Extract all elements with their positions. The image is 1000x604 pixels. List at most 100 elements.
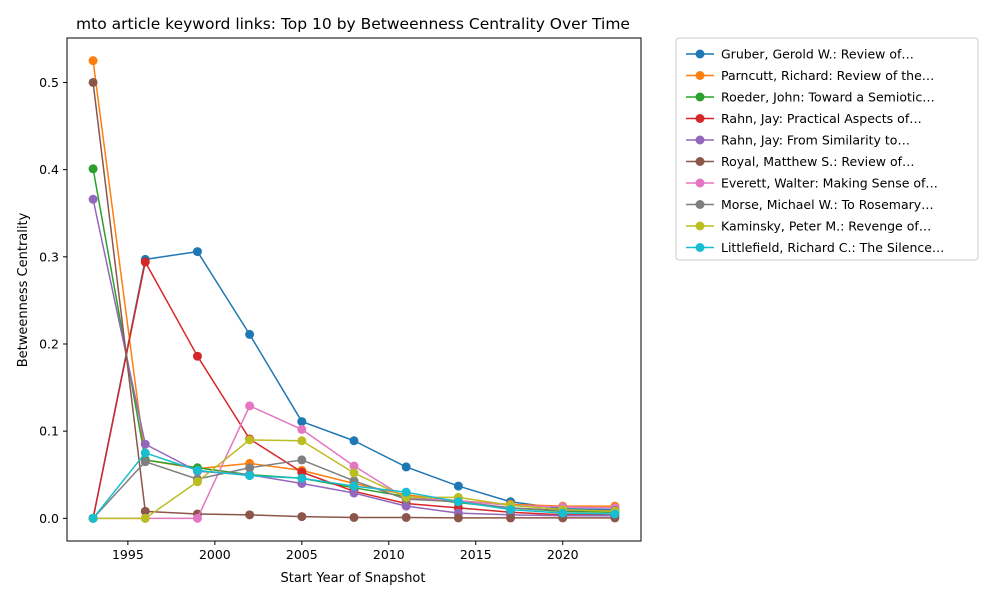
legend-swatch-marker [695, 178, 705, 188]
data-point [297, 455, 307, 465]
data-point [349, 436, 359, 446]
data-point [245, 463, 255, 473]
data-point [453, 497, 463, 507]
lines-layer [88, 56, 620, 523]
data-point [401, 512, 411, 522]
y-tick-label: 0.0 [39, 511, 59, 526]
data-point [88, 194, 98, 204]
data-point [558, 508, 568, 518]
y-tick-label: 0.5 [39, 75, 59, 90]
data-point [453, 481, 463, 491]
data-point [401, 487, 411, 497]
data-point [453, 513, 463, 523]
legend-label: Royal, Matthew S.: Review of… [721, 154, 915, 169]
data-point [192, 247, 202, 257]
y-axis-label: Betweenness Centrality [16, 212, 31, 367]
legend-swatch-marker [695, 157, 705, 166]
data-point [192, 513, 202, 523]
series-line [92, 168, 615, 513]
legend-swatch-marker [695, 49, 705, 59]
legend-item: Rahn, Jay: Practical Aspects of… [686, 111, 922, 126]
series-group [88, 448, 620, 523]
data-point [88, 56, 98, 66]
data-point [349, 512, 359, 522]
legend-label: Kaminsky, Peter M.: Revenge of… [721, 219, 931, 234]
data-point [88, 77, 98, 87]
data-point [506, 513, 516, 523]
data-point [140, 457, 150, 467]
legend-item: Royal, Matthew S.: Review of… [686, 154, 915, 169]
chart-title: mto article keyword links: Top 10 by Bet… [76, 15, 630, 33]
data-point [192, 477, 202, 487]
data-point [245, 329, 255, 339]
legend-item: Gruber, Gerold W.: Review of… [686, 47, 914, 62]
legend-label: Morse, Michael W.: To Rosemary… [721, 197, 934, 212]
legend-label: Rahn, Jay: Practical Aspects of… [721, 111, 922, 126]
legend-label: Gruber, Gerold W.: Review of… [721, 47, 914, 62]
data-point [140, 448, 150, 458]
data-point [192, 465, 202, 475]
x-tick-label: 2015 [460, 547, 492, 562]
data-point [88, 513, 98, 523]
legend-swatch-marker [695, 135, 705, 145]
legend-swatch-marker [695, 243, 705, 252]
data-point [245, 510, 255, 520]
data-point [297, 417, 307, 427]
data-point [349, 481, 359, 491]
legend-label: Littlefield, Richard C.: The Silence… [721, 240, 944, 255]
data-point [140, 257, 150, 267]
data-point [140, 506, 150, 516]
data-point [297, 424, 307, 434]
x-tick-label: 2005 [286, 547, 318, 562]
y-tick-label: 0.1 [39, 424, 59, 439]
data-point [140, 439, 150, 449]
legend-item: Roeder, John: Toward a Semiotic… [686, 90, 935, 105]
x-tick-label: 2000 [199, 547, 231, 562]
y-tick-label: 0.4 [39, 162, 59, 177]
legend-swatch-marker [695, 92, 705, 102]
legend-item: Rahn, Jay: From Similarity to… [686, 133, 910, 148]
x-axis-label: Start Year of Snapshot [281, 571, 426, 586]
plot-frame [66, 37, 642, 542]
data-point [610, 509, 620, 519]
data-point [506, 505, 516, 515]
x-tick-label: 2020 [547, 547, 579, 562]
data-point [297, 512, 307, 522]
data-point [297, 473, 307, 483]
legend-label: Everett, Walter: Making Sense of… [721, 176, 938, 191]
legend: Gruber, Gerold W.: Review of… Parncutt, R… [675, 37, 979, 261]
data-point [245, 471, 255, 481]
data-point [349, 468, 359, 478]
legend-swatch-marker [695, 71, 705, 80]
series-line [92, 82, 615, 519]
legend-swatch-marker [695, 114, 705, 123]
data-point [192, 351, 202, 361]
data-point [349, 488, 359, 498]
data-point [245, 401, 255, 411]
legend-label: Parncutt, Richard: Review of the… [721, 68, 934, 83]
x-tick-label: 2010 [373, 547, 405, 562]
legend-frame [675, 37, 979, 261]
legend-item: Morse, Michael W.: To Rosemary… [686, 197, 934, 212]
legend-swatch-marker [695, 200, 705, 209]
legend-swatch-marker [695, 221, 705, 231]
legend-item: Everett, Walter: Making Sense of… [686, 176, 938, 191]
data-point [140, 513, 150, 523]
legend-label: Roeder, John: Toward a Semiotic… [721, 90, 935, 105]
data-point [349, 461, 359, 471]
legend-item: Parncutt, Richard: Review of the… [686, 68, 934, 83]
data-point [401, 501, 411, 511]
legend-label: Rahn, Jay: From Similarity to… [721, 133, 910, 148]
data-point [297, 436, 307, 446]
legend-item: Kaminsky, Peter M.: Revenge of… [686, 219, 931, 234]
legend-item: Littlefield, Richard C.: The Silence… [686, 240, 944, 255]
data-point [401, 462, 411, 472]
x-tick-label: 1995 [112, 547, 144, 562]
y-tick-label: 0.3 [39, 249, 59, 264]
data-point [245, 435, 255, 445]
ticks-layer: 1995 2000 2005 2010 2015 2020 0.0 0.1 0.2 0.3 0.4 0… [39, 75, 579, 562]
data-point [88, 164, 98, 174]
y-tick-label: 0.2 [39, 336, 59, 351]
